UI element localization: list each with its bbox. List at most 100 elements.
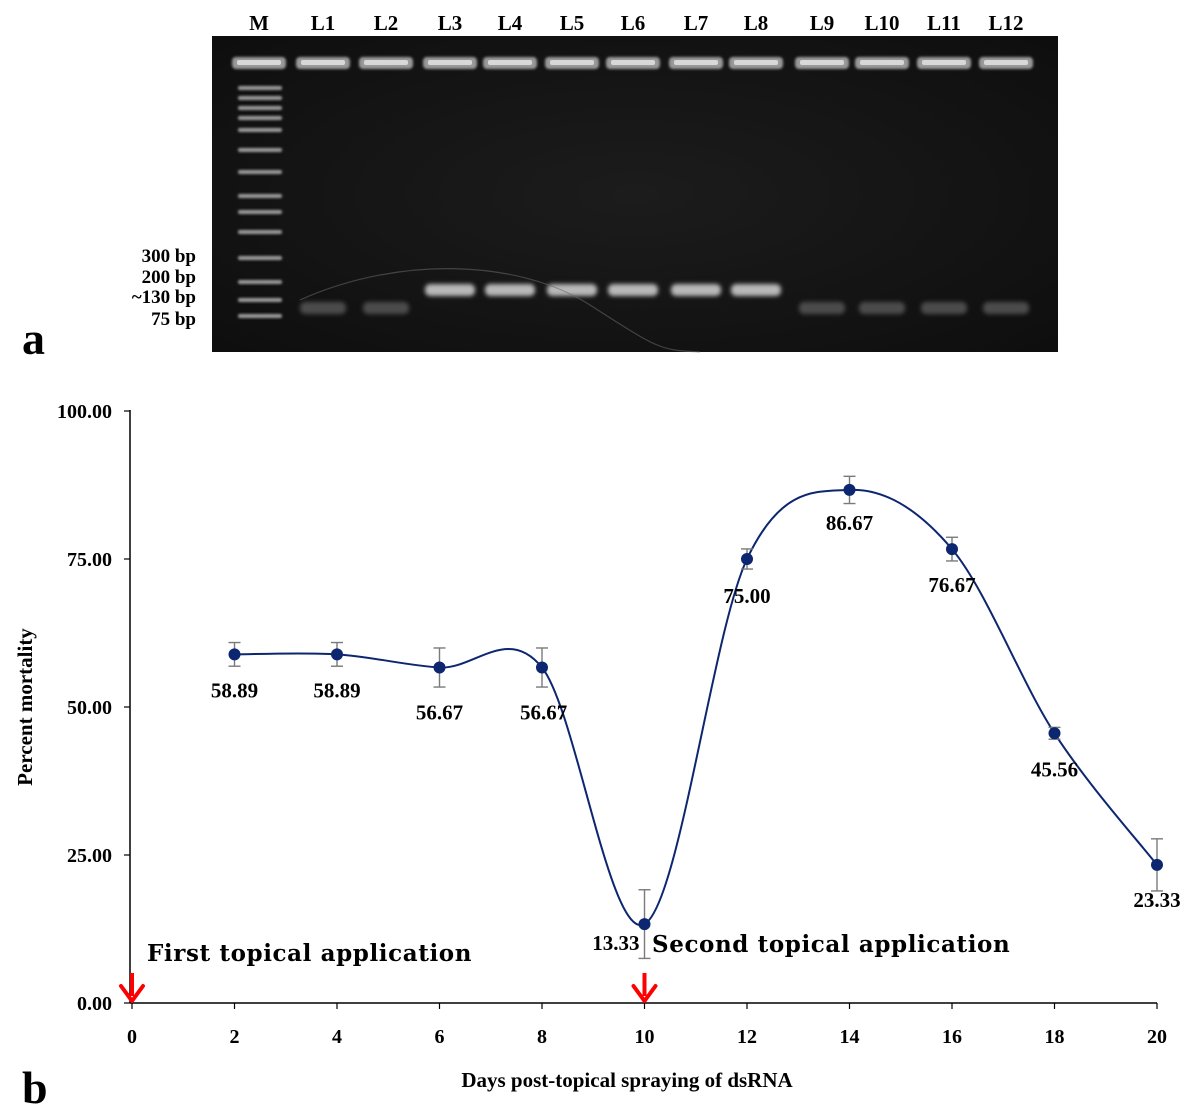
gel-well-core bbox=[734, 60, 778, 65]
y-axis-ticks: 0.00 25.00 50.00 75.00 100.00 bbox=[57, 401, 130, 1015]
gel-band bbox=[363, 302, 409, 314]
x-tick-label: 18 bbox=[1045, 1026, 1065, 1048]
lane-label: L8 bbox=[744, 11, 769, 35]
gel-well-core bbox=[301, 60, 345, 65]
gel-well-core bbox=[860, 60, 904, 65]
ladder-band bbox=[238, 314, 282, 318]
ladder-band bbox=[238, 298, 282, 302]
gel-well-core bbox=[611, 60, 655, 65]
gel-band bbox=[547, 284, 597, 296]
y-tick-label: 0.00 bbox=[77, 993, 112, 1015]
lane-label: L1 bbox=[311, 11, 336, 35]
lane-label: L9 bbox=[810, 11, 835, 35]
gel-band bbox=[921, 302, 967, 314]
gel-band bbox=[300, 302, 346, 314]
y-tick-label: 25.00 bbox=[67, 845, 112, 867]
gel-well-core bbox=[550, 60, 594, 65]
gel-band bbox=[608, 284, 658, 296]
gel-band bbox=[425, 284, 475, 296]
marker-label: 200 bp bbox=[142, 267, 196, 288]
ladder-band bbox=[238, 280, 282, 284]
data-points bbox=[228, 483, 1163, 931]
gel-image bbox=[212, 36, 1058, 352]
ladder-band bbox=[238, 96, 282, 100]
lane-labels: M L1 L2 L3 L4 L5 L6 L7 L8 L9 L10 L11 L12 bbox=[249, 11, 1023, 35]
lane-label: L11 bbox=[927, 11, 961, 35]
data-point bbox=[638, 918, 651, 931]
x-tick-label: 0 bbox=[127, 1026, 137, 1048]
marker-label: 75 bp bbox=[151, 309, 196, 330]
ladder-band bbox=[238, 210, 282, 214]
second-application-annotation: Second topical application bbox=[652, 931, 1010, 958]
error-bars bbox=[228, 475, 1163, 960]
gel-ladder bbox=[238, 86, 282, 318]
data-label: 45.56 bbox=[1031, 757, 1078, 781]
ladder-band bbox=[238, 194, 282, 198]
data-point bbox=[946, 543, 958, 556]
gel-well-core bbox=[674, 60, 718, 65]
ladder-band bbox=[238, 170, 282, 174]
gel-band bbox=[859, 302, 905, 314]
lane-label: L6 bbox=[621, 11, 646, 35]
y-axis-title: Percent mortality bbox=[13, 628, 37, 786]
data-label: 13.33 bbox=[592, 931, 639, 955]
gel-crack-line bbox=[299, 268, 701, 353]
gel-bands bbox=[300, 284, 1029, 314]
application-arrow-head bbox=[119, 984, 145, 1003]
data-label: 23.33 bbox=[1133, 888, 1180, 912]
series-line bbox=[234, 488, 1158, 926]
mortality-chart: 0.00 25.00 50.00 75.00 100.00 0 2 4 6 8 10 12 14 16 1… bbox=[13, 401, 1181, 1092]
ladder-band bbox=[238, 256, 282, 260]
data-point bbox=[331, 648, 343, 661]
gel-band bbox=[731, 284, 781, 296]
y-tick-label: 50.00 bbox=[67, 697, 112, 719]
lane-label: M bbox=[249, 11, 269, 35]
x-axis-ticks: 0 2 4 6 8 10 12 14 16 18 20 bbox=[127, 1003, 1167, 1048]
gel-band bbox=[799, 302, 845, 314]
marker-label: ~130 bp bbox=[132, 287, 196, 308]
data-label: 56.67 bbox=[520, 701, 567, 725]
application-arrow-head bbox=[631, 984, 658, 1003]
gel-well-core bbox=[428, 60, 472, 65]
gel-well-core bbox=[922, 60, 966, 65]
lane-label: L3 bbox=[438, 11, 463, 35]
lane-label: L10 bbox=[864, 11, 899, 35]
gel-well-core bbox=[800, 60, 844, 65]
ladder-band bbox=[238, 148, 282, 152]
gel-well-core bbox=[237, 60, 281, 65]
data-point bbox=[741, 553, 753, 565]
ladder-band bbox=[238, 86, 282, 90]
x-tick-label: 2 bbox=[230, 1026, 240, 1048]
data-labels: 58.89 58.89 56.67 56.67 13.33 75.00 86.67 76.67… bbox=[211, 511, 1181, 955]
data-point bbox=[228, 648, 241, 661]
x-tick-label: 16 bbox=[942, 1026, 962, 1048]
lane-label: L12 bbox=[988, 11, 1023, 35]
ladder-band bbox=[238, 106, 282, 110]
ladder-band bbox=[238, 116, 282, 120]
first-application-annotation: First topical application bbox=[147, 940, 472, 967]
y-tick-label: 100.00 bbox=[57, 401, 112, 423]
lane-label: L7 bbox=[684, 11, 709, 35]
marker-label: 300 bp bbox=[142, 246, 196, 267]
data-label: 75.00 bbox=[723, 584, 770, 608]
data-label: 76.67 bbox=[928, 573, 975, 597]
gel-band bbox=[671, 284, 721, 296]
ladder-band bbox=[238, 128, 282, 132]
lane-label: L5 bbox=[560, 11, 585, 35]
x-tick-label: 10 bbox=[635, 1026, 655, 1048]
panel-a-letter: a bbox=[22, 313, 45, 364]
gel-band bbox=[485, 284, 535, 296]
x-tick-label: 4 bbox=[332, 1026, 342, 1048]
panel-b-letter: b bbox=[22, 1062, 48, 1108]
x-tick-label: 12 bbox=[737, 1026, 757, 1048]
data-label: 58.89 bbox=[211, 678, 258, 702]
lane-label: L4 bbox=[498, 11, 523, 35]
data-point bbox=[843, 483, 856, 496]
x-axis-title: Days post-topical spraying of dsRNA bbox=[461, 1068, 793, 1092]
gel-well-core bbox=[984, 60, 1028, 65]
x-tick-label: 8 bbox=[537, 1026, 547, 1048]
y-tick-label: 75.00 bbox=[67, 549, 112, 571]
data-label: 58.89 bbox=[313, 678, 360, 702]
